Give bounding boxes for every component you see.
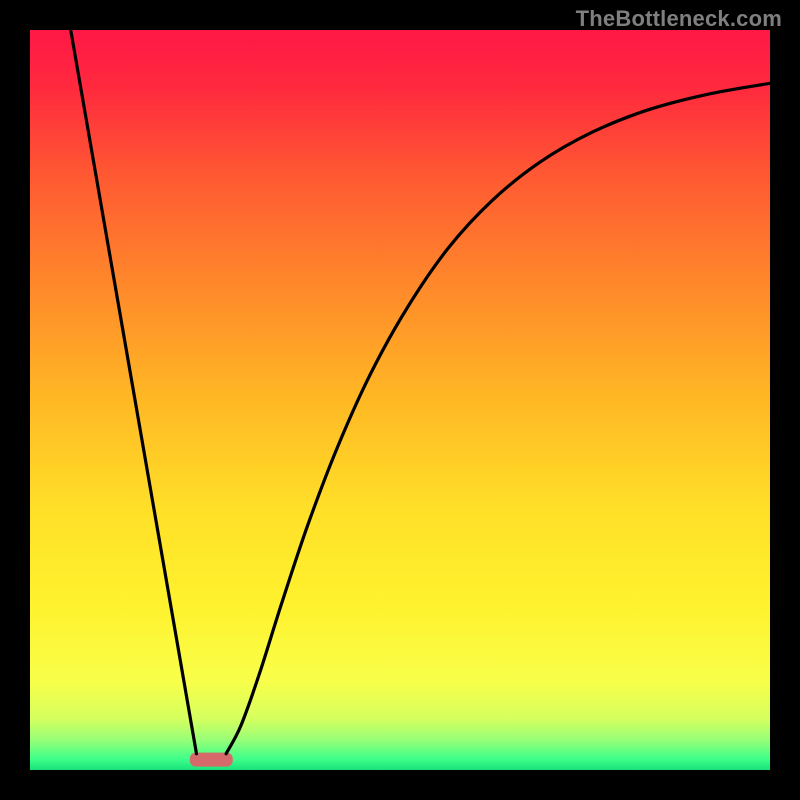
gradient-background (30, 30, 770, 770)
plot-area (30, 30, 770, 770)
watermark-label: TheBottleneck.com (576, 6, 782, 32)
chart-frame: TheBottleneck.com (0, 0, 800, 800)
chart-svg (30, 30, 770, 770)
